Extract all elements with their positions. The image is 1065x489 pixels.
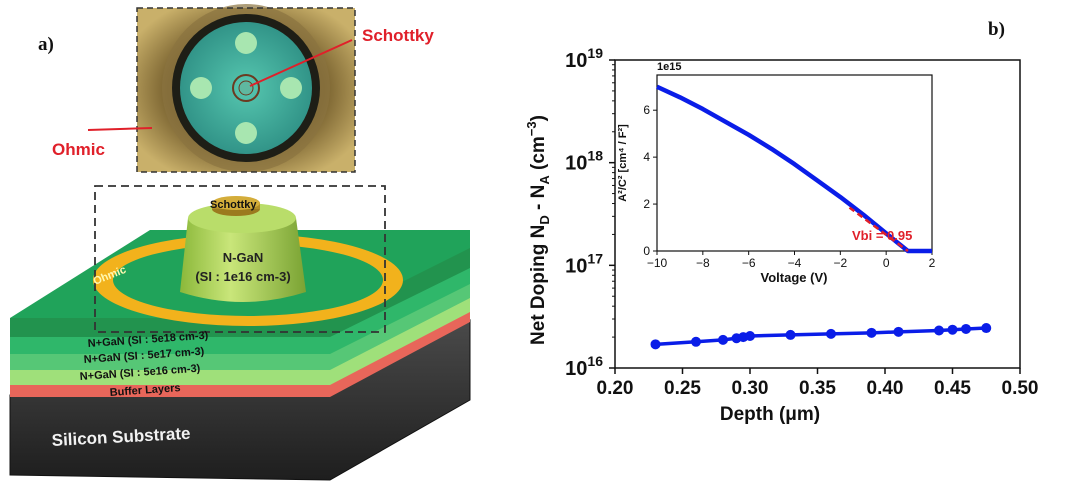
panel-b-label: b) [988, 19, 1005, 40]
cv-series-line [656, 84, 932, 254]
doping-data-point [650, 339, 661, 350]
cv-inset-chart: −10 −8 −6 −4 −2 0 2 0 2 4 6 1e15 Voltage (V) A²/C²… [617, 61, 936, 285]
doping-data-point [947, 324, 958, 335]
inset-y-label: A²/C² [cm⁴ / F²] [617, 124, 629, 202]
device-stack [9, 196, 471, 481]
doping-data-point [718, 334, 728, 345]
x-tick-label: 0.30 [732, 378, 769, 399]
mesa-label-1: N-GaN [223, 250, 263, 265]
y-axis-label: Net Doping ND - NA (cm−3) [524, 115, 552, 345]
doping-data-point [745, 330, 755, 341]
inset-y-tick-label: 6 [643, 103, 650, 117]
micro-schottky-label: Schottky [362, 26, 434, 45]
doping-data-point [893, 326, 904, 337]
device-illustration: Schottky Ohmic Schottky Ohmic N-GaN (SI … [9, 4, 471, 481]
doping-data-point [934, 325, 944, 336]
inset-x-tick-label: −6 [742, 256, 756, 270]
micro-ohmic-label: Ohmic [52, 140, 105, 159]
x-axis-label: Depth (μm) [720, 404, 820, 425]
top-layer-side [10, 246, 470, 337]
doping-data-point [961, 323, 971, 334]
doping-data-point [826, 328, 836, 339]
substrate-block [10, 320, 470, 480]
inset-y-tick-label: 0 [643, 244, 650, 258]
inset-x-label: Voltage (V) [761, 270, 828, 285]
doping-profile-chart: 0.20 0.25 0.30 0.35 0.40 0.45 0.50 1016 1017 1018… [524, 45, 1038, 425]
layer-label-4: Buffer Layers [109, 382, 181, 399]
y-tick-label: 1018 [565, 148, 603, 175]
doping-data-point [691, 336, 701, 347]
y-tick-label: 1017 [565, 250, 603, 277]
inset-multiplier: 1e15 [657, 61, 681, 73]
layer-5e18 [10, 266, 470, 354]
x-tick-label: 0.35 [799, 378, 836, 399]
x-tick-label: 0.40 [867, 378, 904, 399]
mesa [180, 218, 306, 302]
y-tick-label: 1016 [565, 353, 603, 380]
y-axis-label-group: Net Doping ND - NA (cm−3) [524, 115, 552, 345]
layer-5e16 [10, 296, 470, 385]
vbi-fit-line [848, 206, 909, 253]
main-series [650, 323, 992, 350]
device-schottky-label: Schottky [210, 199, 257, 211]
doping-data-point [785, 329, 796, 340]
doping-data-point [981, 323, 992, 334]
inset-y-tick-label: 2 [643, 197, 650, 211]
y-tick-label: 1019 [565, 45, 603, 72]
buffer-layer [10, 310, 470, 397]
zoom-box [94, 185, 386, 333]
inset-y-tick-label: 4 [643, 150, 650, 164]
inset-x-tick-label: −10 [647, 256, 668, 270]
mesa-label-2: (SI : 1e16 cm-3) [195, 269, 290, 284]
x-tick-label: 0.45 [934, 378, 971, 399]
x-tick-label: 0.20 [597, 378, 634, 399]
x-tick-label: 0.25 [664, 378, 701, 399]
layer-5e17 [10, 282, 470, 370]
main-ticks: 0.20 0.25 0.30 0.35 0.40 0.45 0.50 1016 1017 1018… [565, 45, 1038, 399]
schottky-pointer [249, 39, 353, 87]
inset-x-tick-label: −8 [696, 256, 710, 270]
inset-x-tick-label: −4 [788, 256, 802, 270]
inset-ticks: −10 −8 −6 −4 −2 0 2 0 2 4 6 [643, 103, 935, 270]
vbi-annotation: Vbi = 0.95 [852, 228, 912, 243]
doping-data-point [866, 327, 877, 338]
panel-a-label: a) [38, 34, 54, 55]
inset-series [656, 84, 932, 254]
ohmic-pointer [87, 127, 153, 131]
x-tick-label: 0.50 [1002, 378, 1039, 399]
microscope-image [136, 4, 356, 173]
inset-x-tick-label: −2 [833, 256, 847, 270]
inset-x-tick-label: 0 [883, 256, 890, 270]
inset-x-tick-label: 2 [929, 256, 936, 270]
